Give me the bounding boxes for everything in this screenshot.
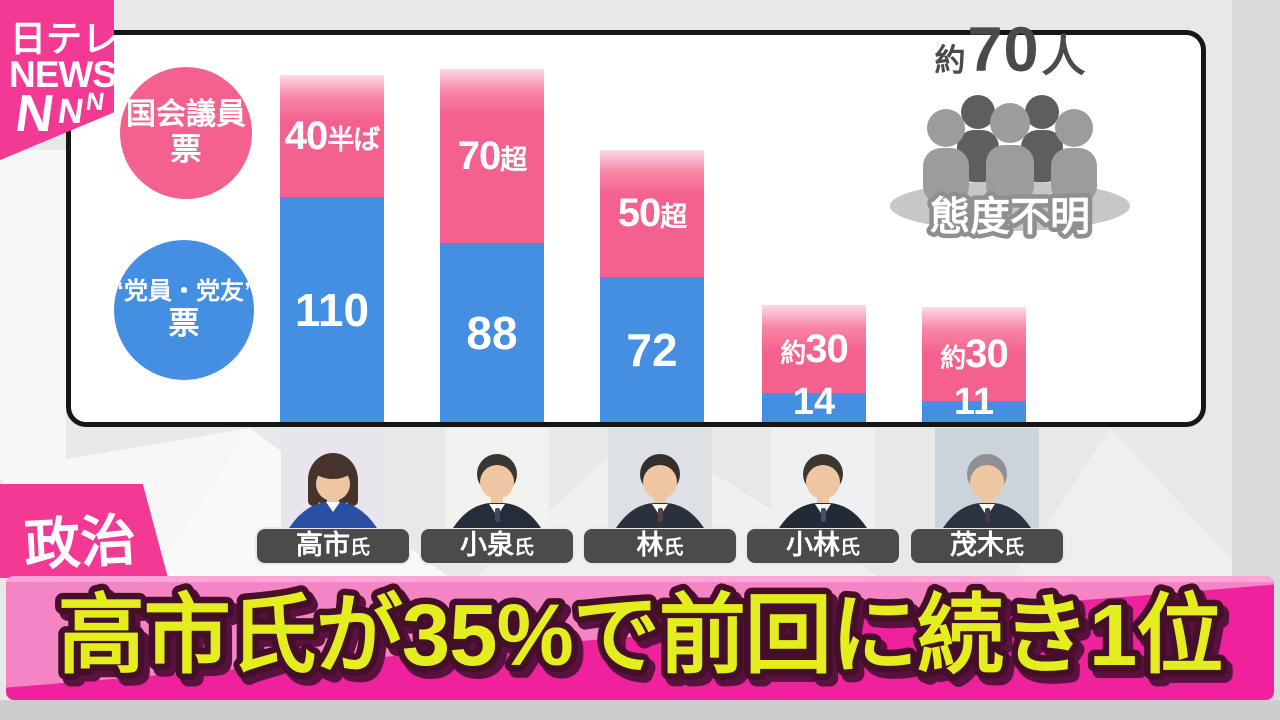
person-avatar-icon	[281, 428, 385, 528]
undecided-count: 約 70 人	[934, 15, 1086, 85]
logo-n-small: N	[84, 88, 107, 116]
candidate-name-plate: 小泉氏	[419, 527, 575, 565]
candidate-photo	[445, 428, 549, 528]
member-vote-segment	[762, 393, 866, 422]
undecided-label: 態度不明	[926, 191, 1095, 244]
candidate-name: 小林	[786, 530, 840, 560]
legend-label: 国会議員	[126, 98, 246, 132]
member-vote-segment: 88	[440, 243, 544, 422]
diet-vote-value: 50 超	[617, 191, 688, 235]
member-vote-value: 14	[792, 381, 836, 423]
candidate-name-plate: 林氏	[582, 527, 738, 565]
candidate-name: 茂木	[950, 530, 1004, 560]
candidate-name: 高市	[296, 530, 350, 560]
candidate-name: 林	[636, 530, 664, 560]
diet-vote-value: 70 超	[457, 133, 528, 178]
bar-motegi: 約 30 11	[922, 307, 1026, 422]
svg-text:態度不明: 態度不明	[930, 195, 1090, 239]
candidate-name-plate: 茂木氏	[909, 527, 1065, 565]
diet-vote-segment: 70 超	[440, 69, 544, 243]
legend-label: “党員・党友”	[112, 278, 256, 306]
candidate-photo	[935, 428, 1039, 528]
candidate-koizumi: 小泉氏	[419, 425, 575, 565]
candidate-takaichi: 高市氏	[255, 425, 411, 565]
legend-label: 票	[170, 132, 202, 168]
candidate-hayashi: 林氏	[582, 425, 738, 565]
candidate-name-plate: 小林氏	[745, 527, 901, 565]
candidate-photo	[281, 428, 385, 528]
diet-vote-segment: 約 30	[762, 305, 866, 393]
diet-vote-value: 約 30	[940, 331, 1009, 376]
person-avatar-icon	[771, 428, 875, 528]
ntv-news-nnn-logo: 日テレ NEWS N N N	[0, 0, 116, 161]
bar-hayashi: 50 超 72	[600, 150, 704, 422]
logo-n-large: N	[11, 85, 58, 143]
legend-label: 票	[168, 306, 200, 342]
member-vote-segment	[922, 401, 1026, 422]
candidate-motegi: 茂木氏	[909, 425, 1065, 565]
logo-nittele: 日テレ	[10, 18, 119, 59]
bottom-gray-strip	[0, 700, 1280, 720]
headline-banner: 高市氏が35%で前回に続き1位 高市氏が35%で前回に続き1位	[6, 576, 1274, 700]
person-avatar-icon	[445, 428, 549, 528]
person-avatar-icon	[935, 428, 1039, 528]
bar-kobayashi: 約 30 14	[762, 305, 866, 422]
diet-vote-value: 約 30	[780, 326, 849, 371]
people-group-icon	[890, 95, 1130, 231]
diet-vote-segment: 約 30	[922, 307, 1026, 401]
category-tag: 政治	[0, 484, 168, 578]
legend-diet-member-votes: 国会議員 票	[120, 67, 252, 199]
diet-vote-segment: 50 超	[600, 150, 704, 277]
category-tag-label: 政治	[22, 508, 138, 577]
member-vote-value: 11	[953, 381, 995, 423]
candidate-kobayashi: 小林氏	[745, 425, 901, 565]
member-vote-segment: 72	[600, 277, 704, 422]
candidate-photo	[771, 428, 875, 528]
member-vote-value: 72	[626, 323, 678, 376]
bar-koizumi: 70 超 88	[440, 69, 544, 422]
candidate-name-plate: 高市氏	[255, 527, 411, 565]
logo-news: NEWS	[9, 54, 116, 95]
candidate-name: 小泉	[460, 530, 514, 560]
bar-takaichi: 40 半ば 110	[280, 75, 384, 422]
member-vote-value: 88	[466, 306, 518, 359]
svg-text:高市氏が35%で前回に続き1位: 高市氏が35%で前回に続き1位	[63, 593, 1228, 690]
member-vote-value: 110	[294, 283, 370, 336]
candidate-photo	[608, 428, 712, 528]
headline-text: 高市氏が35%で前回に続き1位 高市氏が35%で前回に続き1位	[51, 581, 1235, 698]
person-avatar-icon	[608, 428, 712, 528]
legend-party-member-votes: “党員・党友” 票	[112, 240, 256, 380]
member-vote-segment: 110	[280, 197, 384, 422]
diet-vote-value: 40 半ば	[284, 113, 381, 158]
svg-text:高市氏が35%で前回に続き1位: 高市氏が35%で前回に続き1位	[58, 587, 1223, 684]
diet-vote-segment: 40 半ば	[280, 75, 384, 197]
